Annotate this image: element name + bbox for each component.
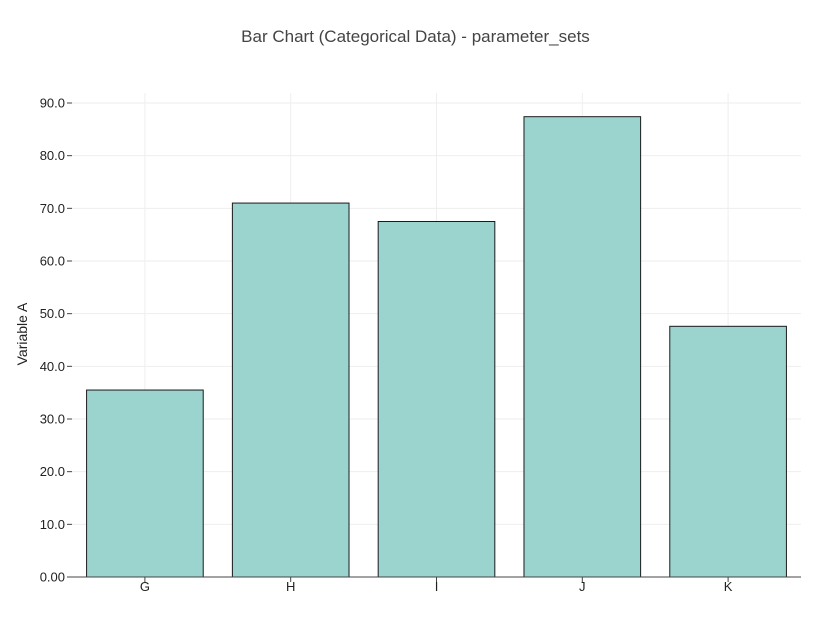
bar-i: [377, 221, 496, 578]
x-tick-label: I: [435, 579, 439, 594]
y-axis-label: Variable A: [14, 302, 30, 365]
y-tick-label: 60.0: [40, 254, 65, 269]
y-tick-labels: 0.00 10.0 20.0 30.0 40.0 50.0 60.0 70.0 80.0 90.0: [40, 96, 65, 585]
y-tick-label: 10.0: [40, 517, 65, 532]
bar-h: [231, 202, 350, 578]
y-tick-label: 40.0: [40, 359, 65, 374]
y-tick-label: 80.0: [40, 148, 65, 163]
y-tick-label: 70.0: [40, 201, 65, 216]
bars: [86, 116, 787, 578]
bar-j: [523, 116, 642, 578]
bar-k: [669, 325, 787, 578]
y-tick-label: 90.0: [40, 96, 65, 111]
x-tick-labels: G H I J K: [140, 579, 733, 594]
x-tick-label: G: [140, 579, 150, 594]
y-tick-label: 0.00: [40, 570, 65, 585]
y-tick-label: 30.0: [40, 412, 65, 427]
y-tick-label: 50.0: [40, 306, 65, 321]
x-tick-label: J: [579, 579, 586, 594]
chart-title: Bar Chart (Categorical Data) - parameter…: [241, 27, 590, 46]
x-tick-label: H: [286, 579, 295, 594]
y-tick-label: 20.0: [40, 464, 65, 479]
x-tick-label: K: [724, 579, 733, 594]
bar-g: [86, 389, 204, 578]
axes: [67, 102, 801, 582]
